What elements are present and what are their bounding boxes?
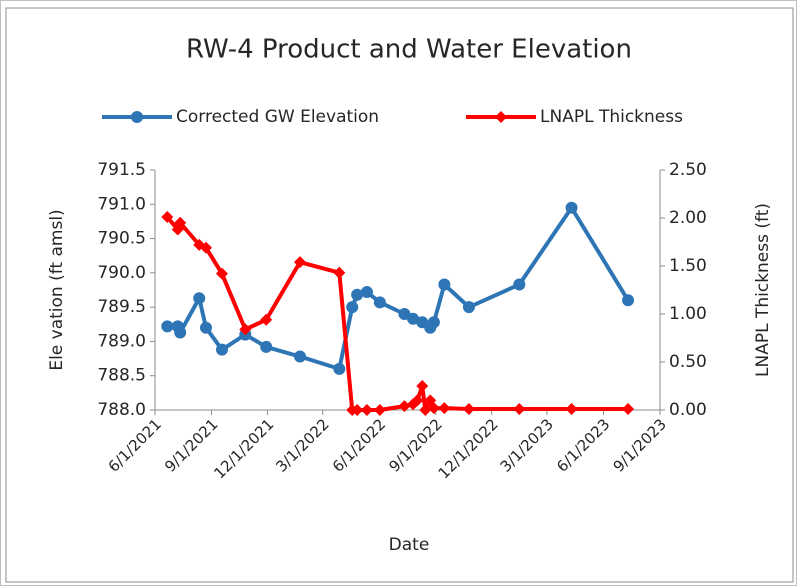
data-point: [239, 323, 252, 336]
y-axis-label: Ele vation (ft amsl): [47, 209, 67, 370]
data-point: [360, 404, 373, 416]
data-point: [565, 403, 578, 416]
data-point: [373, 296, 386, 309]
data-point: [513, 403, 526, 416]
y2-tick-label: 2.00: [669, 208, 707, 228]
data-point: [215, 267, 228, 280]
data-point: [260, 340, 273, 353]
data-point: [161, 211, 174, 224]
data-point: [411, 394, 424, 407]
legend-marker: [131, 111, 143, 123]
data-point: [333, 362, 346, 375]
y-tick-label: 790.0: [97, 263, 146, 283]
y-tick-label: 788.5: [97, 366, 146, 386]
data-point: [199, 241, 212, 254]
y-tick-label: 789.5: [97, 297, 146, 317]
y2-tick-label: 2.50: [669, 160, 707, 180]
data-point: [438, 402, 451, 415]
data-point: [161, 320, 174, 333]
data-point: [293, 350, 306, 363]
y2-tick-label: 0.50: [669, 352, 707, 372]
y2-tick-label: 0.00: [669, 400, 707, 420]
x-axis-label: Date: [389, 535, 430, 555]
chart-title: RW-4 Product and Water Elevation: [186, 35, 632, 65]
y-tick-label: 788.0: [97, 400, 146, 420]
data-point: [427, 316, 440, 329]
data-point: [199, 321, 212, 334]
y-tick-label: 791.5: [97, 160, 146, 180]
y2-axis-label: LNAPL Thickness (ft): [753, 203, 773, 377]
legend-marker: [495, 111, 507, 123]
data-point: [462, 301, 475, 314]
data-point: [260, 313, 273, 326]
data-point: [407, 312, 420, 325]
data-point: [622, 294, 635, 307]
y-tick-label: 791.0: [97, 194, 146, 214]
data-point: [346, 301, 359, 314]
data-point: [398, 400, 411, 413]
data-point: [351, 288, 364, 301]
data-point: [215, 343, 228, 356]
y-tick-label: 789.0: [97, 331, 146, 351]
y2-tick-label: 1.00: [669, 304, 707, 324]
data-point: [293, 256, 306, 269]
legend-label: Corrected GW Elevation: [176, 107, 379, 127]
y2-tick-label: 1.50: [669, 256, 707, 276]
data-point: [174, 216, 187, 229]
chart-frame: [5, 7, 794, 583]
data-point: [360, 286, 373, 299]
legend-label: LNAPL Thickness: [540, 107, 683, 127]
data-point: [462, 403, 475, 416]
data-point: [427, 402, 440, 415]
data-point: [513, 278, 526, 291]
data-point: [419, 404, 432, 416]
data-point: [373, 404, 386, 416]
data-point: [351, 404, 364, 416]
data-point: [565, 201, 578, 214]
data-point: [438, 278, 451, 291]
data-point: [622, 403, 635, 416]
y-tick-label: 790.5: [97, 229, 146, 249]
data-point: [174, 326, 187, 339]
data-point: [333, 266, 346, 279]
data-point: [416, 380, 429, 392]
data-point: [193, 292, 206, 305]
